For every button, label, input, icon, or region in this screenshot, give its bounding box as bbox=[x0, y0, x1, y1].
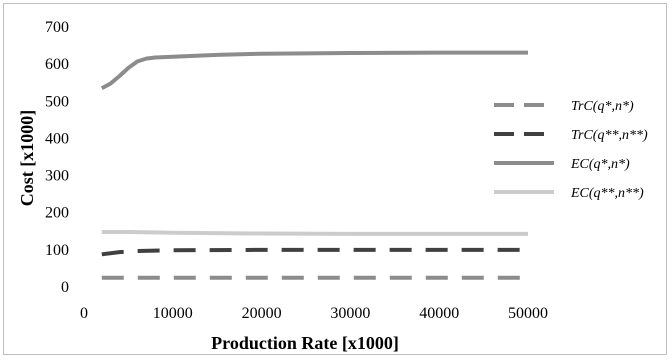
x-tick-label: 10000 bbox=[153, 305, 193, 322]
legend-label: TrC(q*,n*) bbox=[571, 99, 634, 114]
y-tick-label: 400 bbox=[45, 130, 69, 147]
x-tick-label: 20000 bbox=[242, 305, 282, 322]
x-tick-label: 50000 bbox=[508, 305, 548, 322]
series-line-2 bbox=[101, 247, 528, 257]
chart-frame bbox=[3, 3, 667, 355]
y-tick-label: 500 bbox=[45, 93, 69, 110]
legend-label: EC(q*,n*) bbox=[570, 157, 630, 172]
y-tick-label: 300 bbox=[45, 168, 69, 185]
y-tick-label: 100 bbox=[45, 242, 69, 259]
x-axis-title: Production Rate [x1000] bbox=[211, 333, 399, 353]
y-tick-label: 600 bbox=[45, 56, 69, 73]
series-line-4 bbox=[101, 230, 528, 236]
series-line-3 bbox=[100, 50, 528, 91]
y-tick-label: 700 bbox=[45, 19, 69, 36]
legend-label: TrC(q**,n**) bbox=[571, 128, 648, 143]
x-tick-label: 30000 bbox=[330, 305, 370, 322]
y-axis-title: Cost [x1000] bbox=[17, 110, 37, 207]
x-tick-label: 40000 bbox=[419, 305, 459, 322]
legend: TrC(q*,n*) TrC(q**,n**) EC(q*,n*) EC(q**,n*… bbox=[494, 99, 648, 201]
legend-label: EC(q**,n**) bbox=[570, 186, 644, 201]
plot-lines bbox=[100, 50, 528, 280]
y-tick-label: 200 bbox=[45, 205, 69, 222]
x-tick-labels: 0 10000 20000 30000 40000 50000 bbox=[80, 305, 548, 322]
x-tick-label: 0 bbox=[80, 305, 88, 322]
y-tick-labels: 0 100 200 300 400 500 600 700 bbox=[45, 19, 69, 296]
y-tick-label: 0 bbox=[61, 279, 69, 296]
